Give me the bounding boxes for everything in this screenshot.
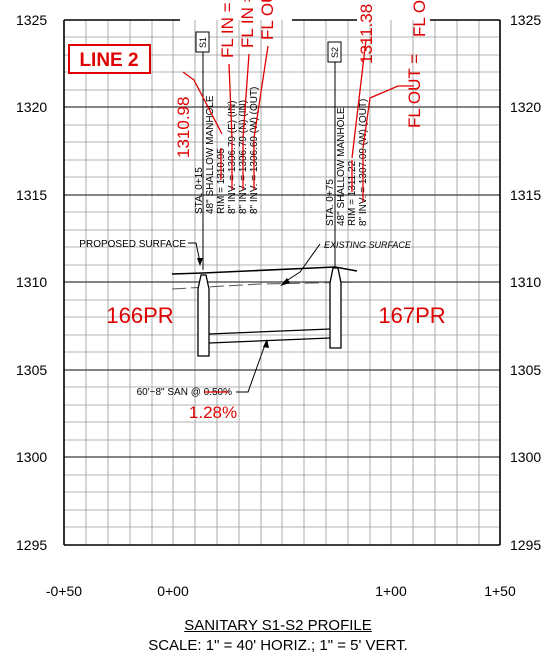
elevation-label: 1315 [510, 187, 541, 203]
proposed-surface-label: PROPOSED SURFACE [79, 239, 186, 250]
sanitary-pipe [208, 328, 331, 344]
s1-rim: RIM = 1310.95 [216, 148, 227, 214]
s2-rim: RIM = 1311.22 [347, 160, 358, 226]
existing-surface-label: EXISTING SURFACE [324, 240, 412, 250]
elevation-labels-left: 1325 1320 1315 1310 1305 1300 1295 [16, 12, 47, 553]
profile-border [63, 19, 501, 546]
station-labels: -0+50 0+00 1+00 1+50 [46, 583, 516, 599]
elevation-label: 1310 [510, 274, 541, 290]
s1-strikeouts [220, 140, 255, 190]
proposed-surface [171, 266, 358, 275]
s1-fl-in-n-redline: FL IN = [238, 0, 257, 48]
pipe-label: 60'~8" SAN @ 0.50% [137, 387, 232, 398]
elevation-label: 1305 [510, 362, 541, 378]
elevation-label: 1295 [16, 537, 47, 553]
structure-tag-label: S1 [198, 37, 208, 48]
elevation-labels-right: 1325 1320 1315 1310 1305 1300 1295 [510, 12, 541, 553]
elevation-label: 1295 [510, 537, 541, 553]
s1-fl-in-e-redline: FL IN = [218, 2, 237, 58]
profile-grid-major [64, 106, 500, 458]
line-tag-label: LINE 2 [79, 50, 138, 71]
structure-tag-s2: S2 [327, 41, 342, 63]
s1-rim-redline: 1310.98 [174, 97, 193, 158]
redline-values: 1310.98 FL IN = FL IN = FL OUT 1311.38 F… [174, 0, 429, 158]
s1-manhole: 48" SHALLOW MANHOLE [205, 95, 216, 214]
elevation-label: 1300 [16, 449, 47, 465]
s2-strikeouts [351, 150, 364, 202]
s2-station: STA. 0+75 [325, 179, 336, 226]
manhole-s1 [197, 274, 210, 357]
manhole-s2 [329, 267, 342, 349]
lot-label-167: 167PR [378, 303, 445, 328]
station-label: 1+00 [375, 583, 407, 599]
elevation-label: 1320 [16, 99, 47, 115]
s2-rim-redline: 1311.38 [357, 4, 376, 64]
station-label: -0+50 [46, 583, 82, 599]
s2-fl-out-top-redline: FL OUT = 1307 [410, 0, 429, 37]
elevation-label: 1325 [510, 12, 541, 28]
station-label: 0+00 [157, 583, 189, 599]
line-tag: LINE 2 [68, 44, 151, 74]
lot-label-166: 166PR [106, 303, 173, 328]
structure-leaders [202, 52, 336, 270]
elevation-label: 1300 [510, 449, 541, 465]
profile-title: SANITARY S1-S2 PROFILE [184, 617, 372, 634]
elevation-label: 1310 [16, 274, 47, 290]
elevation-label: 1315 [16, 187, 47, 203]
callout-arrows [197, 258, 290, 348]
elevation-label: 1325 [16, 12, 47, 28]
station-label: 1+50 [484, 583, 516, 599]
structure-data-s1: STA. 0+15 48" SHALLOW MANHOLE RIM = 1310… [194, 87, 260, 214]
elevation-label: 1320 [510, 99, 541, 115]
slope-redline: 1.28% [189, 403, 237, 422]
s1-fl-out-redline: FL OUT [258, 0, 277, 40]
redline-leaders [182, 39, 414, 159]
elevation-label: 1305 [16, 362, 47, 378]
callout-leaders [188, 242, 321, 393]
s2-fl-out-redline: FL OUT = [405, 54, 424, 128]
s2-manhole: 48" SHALLOW MANHOLE [336, 107, 347, 226]
profile-scale: SCALE: 1" = 40' HORIZ.; 1" = 5' VERT. [148, 637, 408, 654]
structure-tag-s1: S1 [195, 31, 210, 53]
structure-tag-label: S2 [330, 47, 340, 58]
s1-station: STA. 0+15 [194, 167, 205, 214]
